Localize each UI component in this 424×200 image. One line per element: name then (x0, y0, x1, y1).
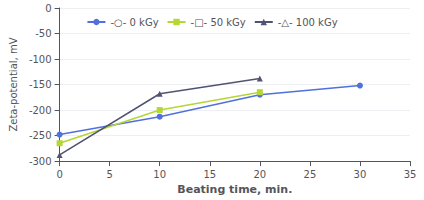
svg-text:-50: -50 (35, 28, 51, 39)
svg-text:Beating time, min.: Beating time, min. (177, 183, 292, 196)
svg-text:20: 20 (253, 169, 266, 180)
svg-text:35: 35 (404, 169, 417, 180)
svg-text:-300: -300 (29, 156, 52, 167)
svg-text:10: 10 (153, 169, 166, 180)
svg-text:-250: -250 (29, 130, 52, 141)
svg-text:5: 5 (106, 169, 112, 180)
svg-text:-□- 50 kGy: -□- 50 kGy (191, 17, 246, 28)
svg-text:0: 0 (45, 3, 51, 14)
svg-text:15: 15 (203, 169, 216, 180)
svg-text:Zeta-potential, mV: Zeta-potential, mV (8, 37, 19, 131)
svg-text:25: 25 (304, 169, 317, 180)
svg-text:-100: -100 (29, 54, 52, 65)
svg-text:-△- 100 kGy: -△- 100 kGy (278, 17, 338, 28)
svg-text:30: 30 (354, 169, 367, 180)
svg-text:-150: -150 (29, 79, 52, 90)
svg-text:-200: -200 (29, 105, 52, 116)
svg-text:-○- 0 kGy: -○- 0 kGy (110, 17, 158, 28)
svg-text:0: 0 (56, 169, 62, 180)
